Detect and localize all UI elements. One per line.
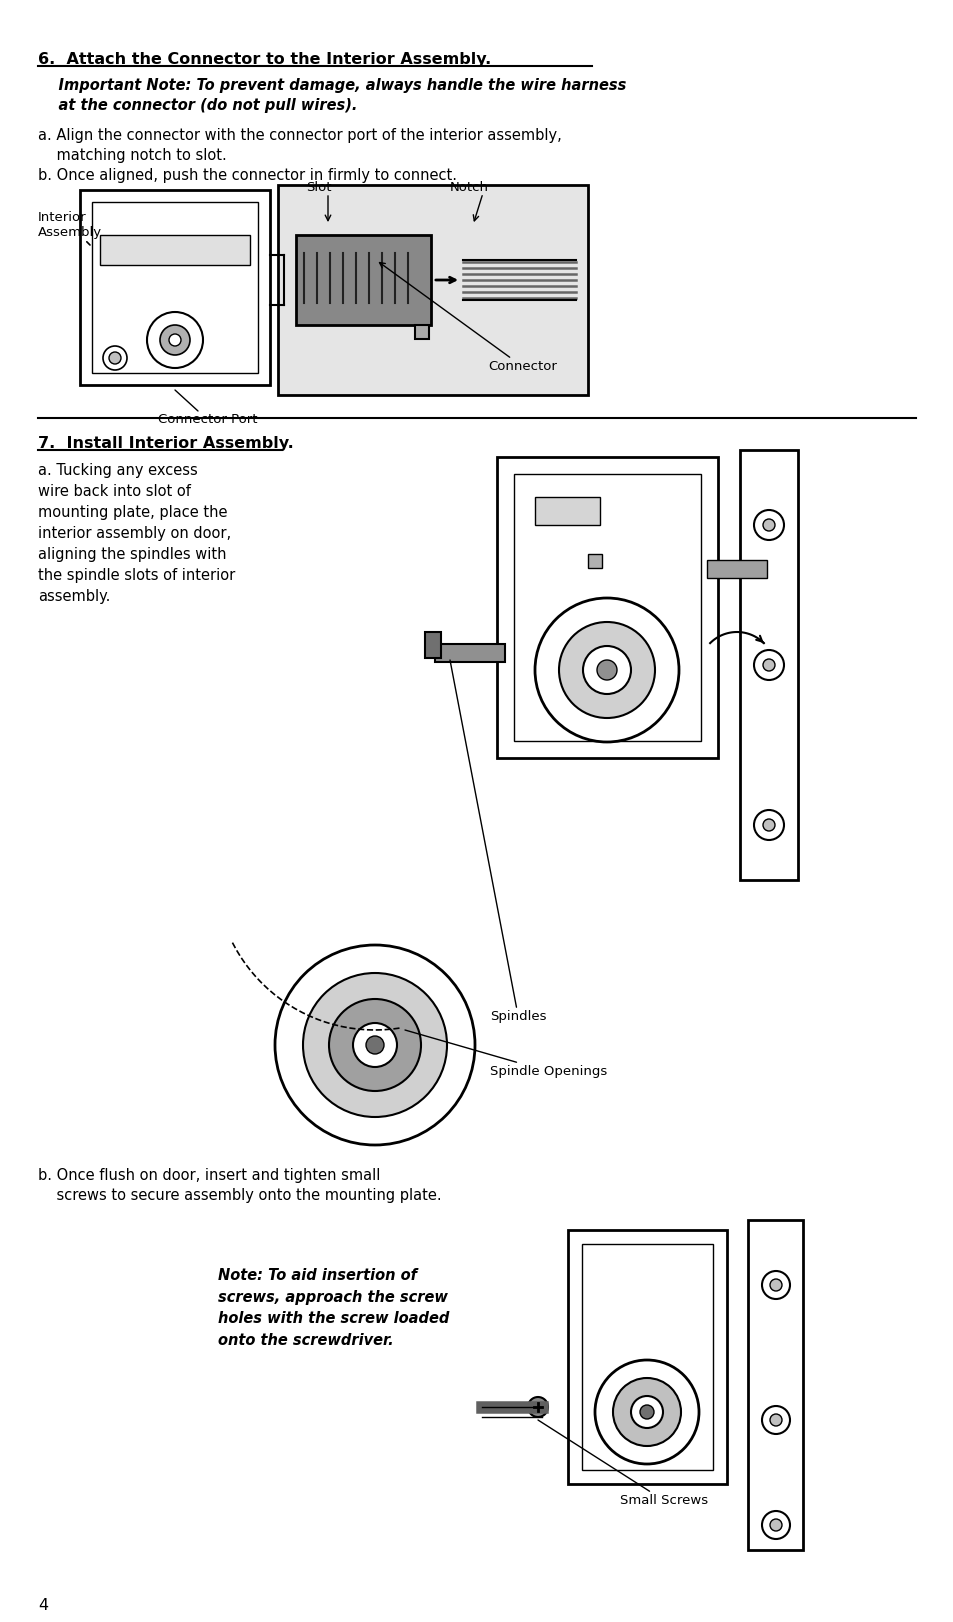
- FancyBboxPatch shape: [581, 1244, 712, 1470]
- Circle shape: [761, 1406, 789, 1434]
- Circle shape: [595, 1359, 699, 1465]
- Circle shape: [597, 660, 617, 680]
- Text: a. Align the connector with the connector port of the interior assembly,
    mat: a. Align the connector with the connecto…: [38, 128, 561, 162]
- Circle shape: [769, 1518, 781, 1531]
- Circle shape: [169, 334, 181, 345]
- Circle shape: [160, 324, 190, 355]
- FancyBboxPatch shape: [497, 457, 718, 757]
- Circle shape: [329, 999, 420, 1092]
- FancyBboxPatch shape: [91, 203, 257, 373]
- Circle shape: [753, 809, 783, 840]
- Text: 6.  Attach the Connector to the Interior Assembly.: 6. Attach the Connector to the Interior …: [38, 52, 491, 67]
- Text: a. Tucking any excess
wire back into slot of
mounting plate, place the
interior : a. Tucking any excess wire back into slo…: [38, 462, 235, 603]
- FancyBboxPatch shape: [706, 560, 766, 577]
- Circle shape: [582, 646, 630, 694]
- Text: Small Screws: Small Screws: [537, 1419, 707, 1507]
- Text: b. Once flush on door, insert and tighten small
    screws to secure assembly on: b. Once flush on door, insert and tighte…: [38, 1168, 441, 1204]
- Circle shape: [535, 599, 679, 741]
- FancyBboxPatch shape: [415, 324, 429, 339]
- Text: Interior
Assembly: Interior Assembly: [38, 211, 102, 245]
- Circle shape: [753, 650, 783, 680]
- FancyBboxPatch shape: [747, 1220, 802, 1551]
- Text: Slot: Slot: [306, 182, 331, 195]
- Circle shape: [639, 1405, 654, 1419]
- Circle shape: [274, 946, 475, 1145]
- Circle shape: [558, 621, 655, 719]
- Circle shape: [613, 1379, 680, 1445]
- Circle shape: [366, 1036, 384, 1054]
- FancyBboxPatch shape: [100, 235, 250, 264]
- Text: Spindle Openings: Spindle Openings: [405, 1030, 607, 1079]
- Circle shape: [753, 509, 783, 540]
- Circle shape: [103, 345, 127, 370]
- FancyBboxPatch shape: [424, 633, 440, 659]
- FancyBboxPatch shape: [295, 235, 431, 324]
- FancyBboxPatch shape: [514, 474, 700, 741]
- Circle shape: [303, 973, 447, 1118]
- Text: Connector: Connector: [379, 263, 557, 373]
- Circle shape: [762, 659, 774, 672]
- FancyBboxPatch shape: [567, 1229, 726, 1484]
- Text: Connector Port: Connector Port: [158, 414, 257, 427]
- FancyBboxPatch shape: [435, 644, 504, 662]
- Text: Important Note: To prevent damage, always handle the wire harness
    at the con: Important Note: To prevent damage, alway…: [38, 78, 626, 114]
- Text: b. Once aligned, push the connector in firmly to connect.: b. Once aligned, push the connector in f…: [38, 169, 456, 183]
- Circle shape: [630, 1397, 662, 1427]
- FancyBboxPatch shape: [587, 555, 601, 568]
- FancyBboxPatch shape: [80, 190, 270, 384]
- Circle shape: [147, 311, 203, 368]
- Text: 7.  Install Interior Assembly.: 7. Install Interior Assembly.: [38, 436, 294, 451]
- FancyBboxPatch shape: [740, 449, 797, 881]
- FancyBboxPatch shape: [277, 185, 587, 396]
- Circle shape: [109, 352, 121, 363]
- Circle shape: [769, 1414, 781, 1426]
- Text: 4: 4: [38, 1598, 48, 1612]
- Circle shape: [527, 1397, 547, 1418]
- Circle shape: [761, 1512, 789, 1539]
- Circle shape: [762, 519, 774, 530]
- Circle shape: [762, 819, 774, 830]
- Circle shape: [761, 1272, 789, 1299]
- Text: Spindles: Spindles: [450, 660, 546, 1023]
- Circle shape: [353, 1023, 396, 1067]
- Circle shape: [769, 1280, 781, 1291]
- Text: Note: To aid insertion of
screws, approach the screw
holes with the screw loaded: Note: To aid insertion of screws, approa…: [218, 1268, 449, 1348]
- FancyBboxPatch shape: [535, 496, 599, 526]
- Text: Notch: Notch: [450, 182, 489, 195]
